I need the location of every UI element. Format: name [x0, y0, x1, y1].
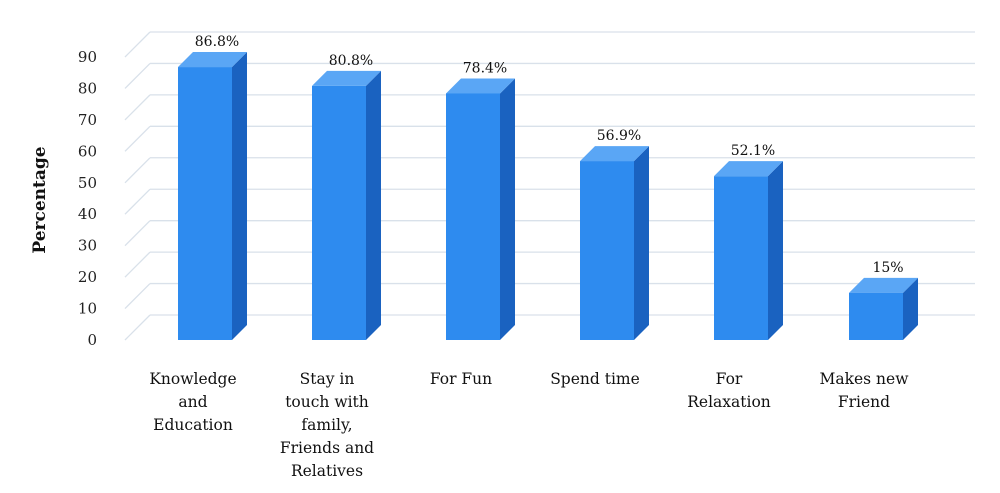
bar-top — [580, 146, 649, 162]
y-tick-label: 30 — [78, 237, 97, 255]
x-tick-label-3: Spend time — [550, 370, 640, 388]
bar-1 — [312, 70, 381, 340]
bars — [178, 52, 918, 340]
bar-front — [580, 161, 634, 340]
y-tick-label: 50 — [78, 174, 97, 192]
bar-side — [500, 78, 515, 340]
bar-front — [849, 292, 903, 340]
gridline-wall-1 — [124, 283, 151, 310]
y-axis-ticks: 0 10 20 30 40 50 60 70 80 90 — [78, 48, 97, 349]
x-tick-label-2: For Fun — [429, 370, 493, 388]
bar-4 — [714, 161, 783, 340]
bar-top — [714, 161, 783, 177]
bar-top — [178, 52, 247, 68]
bar-top — [446, 78, 515, 94]
x-tick-label-1: Stay in touch with family, Friends and R… — [279, 370, 375, 480]
y-tick-label: 40 — [78, 205, 97, 223]
gridline-wall-0 — [124, 314, 151, 341]
x-tick-label-5: Makes new Friend — [819, 370, 909, 411]
bar-front — [446, 93, 500, 340]
data-label-5: 15% — [872, 260, 903, 276]
bar-0 — [178, 52, 247, 340]
y-tick-label: 20 — [78, 268, 97, 286]
y-tick-label: 60 — [78, 142, 97, 160]
y-tick-label: 70 — [78, 111, 97, 129]
gridline-wall-7 — [124, 94, 151, 121]
bar-side — [768, 161, 783, 340]
gridline-wall-4 — [124, 188, 151, 215]
gridline-wall-2 — [124, 251, 151, 278]
bar-side — [903, 277, 918, 340]
y-tick-label: 90 — [78, 48, 97, 66]
bar-side — [232, 52, 247, 340]
data-label-3: 56.9% — [597, 128, 641, 144]
bar-front — [714, 176, 768, 340]
bar-top — [849, 277, 918, 293]
data-labels: 86.8% 80.8% 78.4% 56.9% 52.1% 15% — [195, 34, 904, 276]
bar-front — [312, 85, 366, 340]
y-tick-label: 10 — [78, 300, 97, 318]
gridline-wall-5 — [124, 157, 151, 184]
data-label-1: 80.8% — [329, 53, 373, 69]
gridline-wall-3 — [124, 220, 151, 247]
bar-top — [312, 70, 381, 86]
bar-2 — [446, 78, 515, 340]
gridline-wall-6 — [124, 125, 151, 152]
data-label-4: 52.1% — [731, 143, 775, 159]
data-label-0: 86.8% — [195, 34, 239, 50]
bar-side — [366, 70, 381, 340]
data-label-2: 78.4% — [463, 60, 507, 76]
y-tick-label: 80 — [78, 79, 97, 97]
bar-5 — [849, 277, 918, 340]
bar-side — [634, 146, 649, 340]
grid-lines — [124, 31, 975, 341]
bar-3 — [580, 146, 649, 340]
x-tick-label-4: For Relaxation — [687, 370, 771, 411]
y-tick-label: 0 — [87, 331, 97, 349]
gridline-wall-8 — [124, 62, 151, 89]
y-axis-label: Percentage — [30, 146, 50, 254]
x-tick-label-0: Knowledge and Education — [149, 370, 237, 434]
gridline-wall-9 — [124, 31, 151, 58]
bar-front — [178, 67, 232, 340]
